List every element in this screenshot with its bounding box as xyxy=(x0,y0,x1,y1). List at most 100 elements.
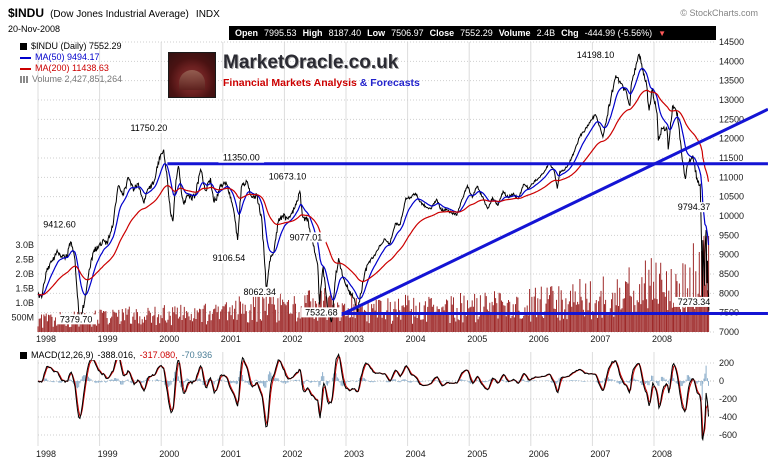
svg-text:-400: -400 xyxy=(719,412,737,422)
svg-text:1.0B: 1.0B xyxy=(15,298,34,308)
svg-text:14198.10: 14198.10 xyxy=(577,50,615,60)
close-value: 7552.29 xyxy=(460,28,493,38)
svg-text:7532.68: 7532.68 xyxy=(305,307,338,317)
symbol: $INDU xyxy=(8,6,45,20)
marketoracle-title: MarketOracle.co.uk xyxy=(223,52,399,73)
quote-bar: Open 7995.53 High 8187.40 Low 7506.97 Cl… xyxy=(229,26,716,40)
svg-text:0: 0 xyxy=(719,376,724,386)
legend-volume-row: Volume 2,427,851,264 xyxy=(20,74,122,85)
svg-text:12500: 12500 xyxy=(719,114,744,124)
svg-text:1998: 1998 xyxy=(36,334,56,344)
chart-legend: $INDU (Daily) 7552.29 MA(50) 9494.17 MA(… xyxy=(20,41,122,85)
legend-series-row: $INDU (Daily) 7552.29 xyxy=(20,41,122,52)
chg-value: -444.99 (-5.56%) xyxy=(584,28,653,38)
svg-text:14000: 14000 xyxy=(719,56,744,66)
legend-ma200-row: MA(200) 11438.63 xyxy=(20,63,122,74)
svg-text:2004: 2004 xyxy=(406,334,426,344)
svg-text:9500: 9500 xyxy=(719,230,739,240)
volume-label: Volume xyxy=(498,28,531,38)
marketoracle-subtitle: Financial Markets Analysis & Forecasts xyxy=(223,77,420,89)
svg-text:2007: 2007 xyxy=(590,449,610,459)
down-arrow-icon: ▼ xyxy=(658,28,667,38)
svg-text:1999: 1999 xyxy=(98,449,118,459)
svg-text:13500: 13500 xyxy=(719,76,744,86)
marketoracle-text: MarketOracle.co.uk Financial Markets Ana… xyxy=(223,52,420,89)
svg-text:500M: 500M xyxy=(11,313,34,323)
high-value: 8187.40 xyxy=(328,28,362,38)
svg-text:200: 200 xyxy=(719,358,734,368)
svg-text:-200: -200 xyxy=(719,394,737,404)
svg-text:2001: 2001 xyxy=(221,334,241,344)
svg-text:10000: 10000 xyxy=(719,211,744,221)
svg-text:2005: 2005 xyxy=(467,334,487,344)
legend-ma200-label: MA(200) 11438.63 xyxy=(35,63,109,73)
high-label: High xyxy=(302,28,323,38)
marketoracle-subtitle-red: Financial Markets Analysis xyxy=(223,77,357,89)
low-value: 7506.97 xyxy=(391,28,424,38)
svg-text:2.0B: 2.0B xyxy=(15,269,34,279)
chart-title: $INDU (Dow Jones Industrial Average) IND… xyxy=(8,6,220,20)
svg-text:2000: 2000 xyxy=(159,334,179,344)
svg-text:9106.54: 9106.54 xyxy=(213,253,246,263)
svg-text:8062.34: 8062.34 xyxy=(243,287,276,297)
svg-text:2002: 2002 xyxy=(282,449,302,459)
svg-text:2006: 2006 xyxy=(529,334,549,344)
macd-name: MACD(12,26,9) xyxy=(31,350,94,360)
svg-text:2007: 2007 xyxy=(590,334,610,344)
symbol-description: (Dow Jones Industrial Average) xyxy=(50,9,189,20)
legend-series-label: $INDU (Daily) 7552.29 xyxy=(31,41,122,51)
legend-ma50-label: MA(50) 9494.17 xyxy=(35,52,100,62)
svg-text:-600: -600 xyxy=(719,430,737,440)
ma50-line-icon xyxy=(20,56,31,59)
svg-text:3.0B: 3.0B xyxy=(15,240,34,250)
legend-volume-label: Volume 2,427,851,264 xyxy=(32,74,123,84)
marketoracle-watermark: MarketOracle.co.uk Financial Markets Ana… xyxy=(168,52,420,98)
svg-text:9077.01: 9077.01 xyxy=(290,232,323,242)
macd-legend: MACD(12,26,9) -388.016, -317.080, -70.93… xyxy=(20,350,217,360)
svg-text:8000: 8000 xyxy=(719,288,739,298)
svg-text:11350.00: 11350.00 xyxy=(223,153,260,163)
open-label: Open xyxy=(235,28,259,38)
svg-text:1998: 1998 xyxy=(36,449,56,459)
svg-text:12000: 12000 xyxy=(719,134,744,144)
svg-text:2008: 2008 xyxy=(652,449,672,459)
open-value: 7995.53 xyxy=(264,28,297,38)
svg-text:2003: 2003 xyxy=(344,449,364,459)
svg-text:8500: 8500 xyxy=(719,269,739,279)
svg-text:11750.20: 11750.20 xyxy=(130,123,167,133)
chart-date: 20-Nov-2008 xyxy=(8,24,61,34)
svg-text:9000: 9000 xyxy=(719,250,739,260)
close-label: Close xyxy=(429,28,455,38)
svg-text:10673.10: 10673.10 xyxy=(269,171,307,181)
marketoracle-logo-icon xyxy=(168,52,216,98)
marketoracle-subtitle-blue: & Forecasts xyxy=(359,77,420,89)
svg-text:7273.34: 7273.34 xyxy=(678,297,711,307)
macd-series-icon xyxy=(20,351,27,359)
exchange: INDX xyxy=(195,9,220,20)
svg-text:2003: 2003 xyxy=(344,334,364,344)
stockcharts-copyright: © StockCharts.com xyxy=(680,8,758,18)
svg-text:1.5B: 1.5B xyxy=(15,284,34,294)
svg-text:10500: 10500 xyxy=(719,192,744,202)
svg-text:2002: 2002 xyxy=(282,334,302,344)
ma200-line-icon xyxy=(20,67,31,70)
legend-ma50-row: MA(50) 9494.17 xyxy=(20,52,122,63)
svg-text:7379.70: 7379.70 xyxy=(60,314,93,324)
svg-text:2001: 2001 xyxy=(221,449,241,459)
svg-text:2000: 2000 xyxy=(159,449,179,459)
svg-text:9794.37: 9794.37 xyxy=(678,202,711,212)
chg-label: Chg xyxy=(561,28,579,38)
low-label: Low xyxy=(367,28,386,38)
macd-value: -388.016, xyxy=(97,350,136,360)
svg-text:2004: 2004 xyxy=(406,449,426,459)
volume-value: 2.4B xyxy=(536,28,556,38)
svg-text:2005: 2005 xyxy=(467,449,487,459)
svg-text:9412.60: 9412.60 xyxy=(43,220,76,230)
svg-text:2006: 2006 xyxy=(529,449,549,459)
svg-text:11000: 11000 xyxy=(719,172,743,182)
macd-hist-value: -70.936 xyxy=(181,350,213,360)
candlestick-icon xyxy=(20,43,27,50)
volume-bars-icon xyxy=(20,76,28,83)
